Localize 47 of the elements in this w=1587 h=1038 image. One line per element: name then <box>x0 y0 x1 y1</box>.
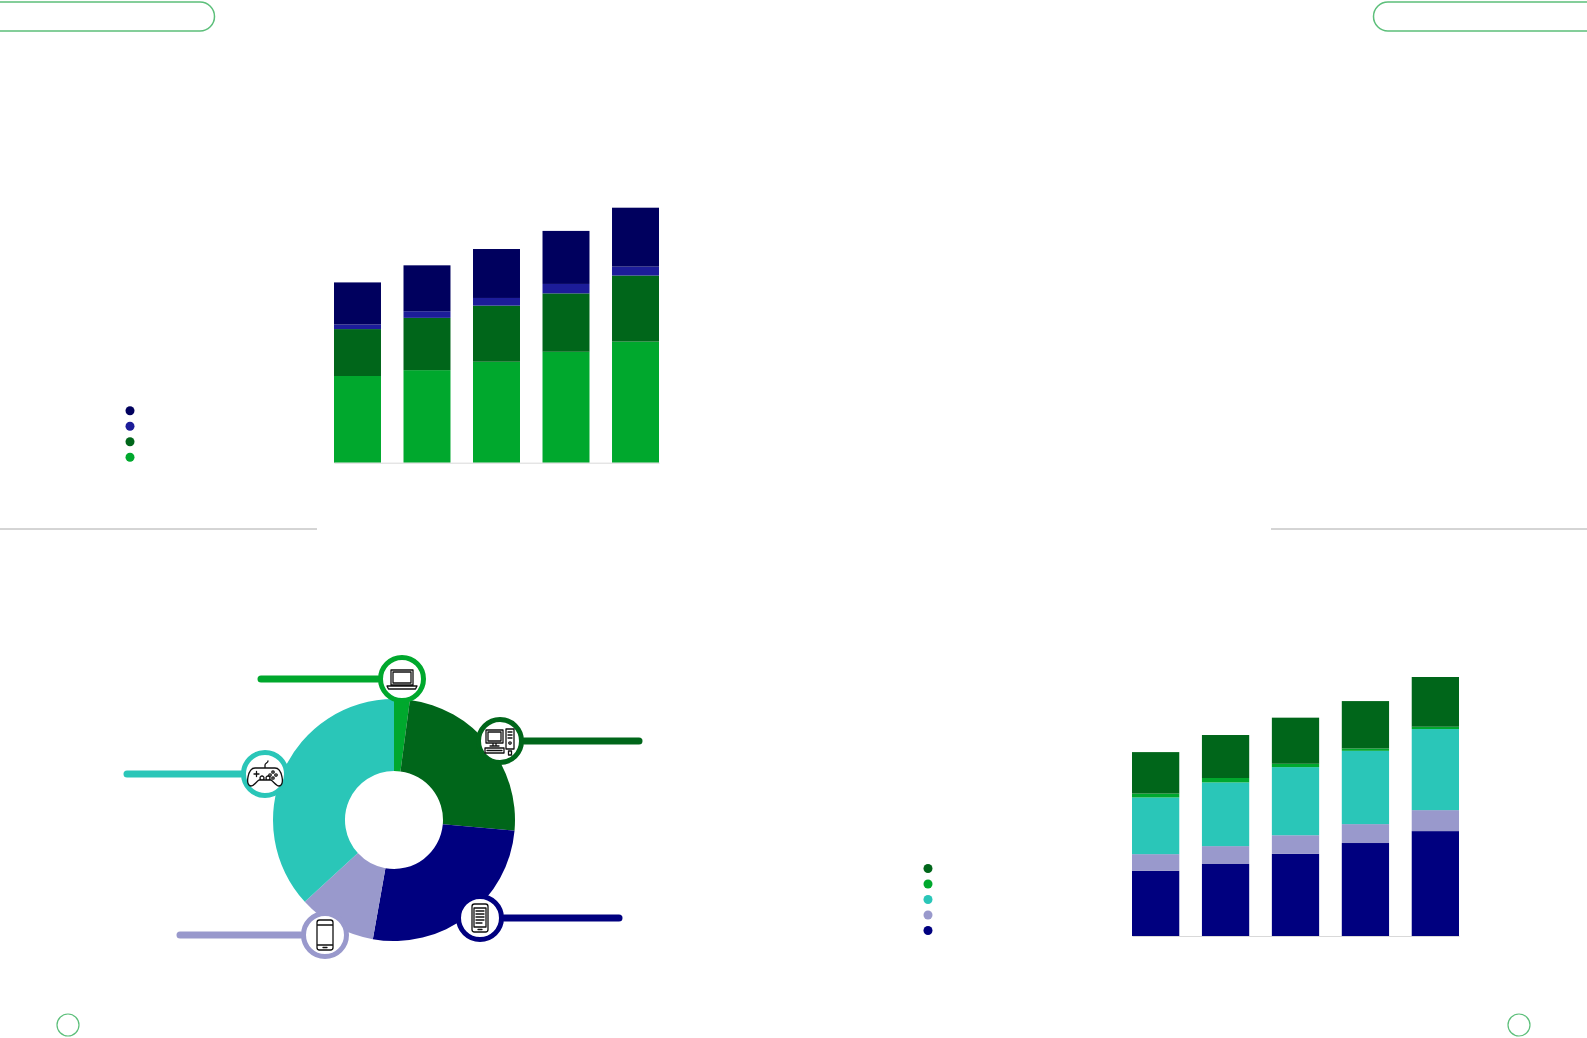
bar <box>473 249 520 298</box>
bar <box>1201 735 1250 779</box>
bar <box>1341 824 1390 844</box>
bar <box>612 341 659 463</box>
bar <box>403 317 451 371</box>
bar <box>1201 864 1250 936</box>
bar <box>542 351 590 463</box>
bar <box>1132 854 1180 871</box>
bar <box>1132 797 1180 855</box>
bar <box>612 275 659 342</box>
bar <box>1411 810 1459 832</box>
bar <box>1201 778 1250 783</box>
bar <box>1411 677 1459 727</box>
bar <box>1201 846 1250 864</box>
donut-slice <box>304 853 386 940</box>
bar <box>403 311 451 318</box>
bar <box>1341 843 1390 936</box>
bar <box>612 207 659 267</box>
bar <box>612 266 659 276</box>
bar <box>334 376 381 463</box>
bar <box>334 324 381 330</box>
donut-slice <box>394 699 410 772</box>
bar <box>334 282 381 325</box>
bar <box>1271 853 1320 936</box>
bar <box>542 293 590 352</box>
bar <box>1132 870 1180 936</box>
bar <box>473 361 520 463</box>
bar <box>403 265 451 312</box>
bar <box>473 305 520 362</box>
bar <box>542 283 590 294</box>
bar <box>542 230 590 284</box>
donut-slice <box>273 699 394 902</box>
bar <box>1271 835 1320 854</box>
bar <box>1271 717 1320 764</box>
bar <box>403 370 451 463</box>
bar <box>1341 748 1390 751</box>
bar <box>1201 782 1250 847</box>
bar <box>1341 750 1390 825</box>
donut-slice <box>400 700 515 831</box>
bar <box>473 297 520 306</box>
bar <box>1411 831 1459 936</box>
donut-slice <box>372 824 515 941</box>
bar <box>1411 729 1459 811</box>
bar <box>1132 752 1180 794</box>
bar <box>1271 767 1320 836</box>
bar <box>1341 701 1390 749</box>
bar <box>334 329 381 376</box>
